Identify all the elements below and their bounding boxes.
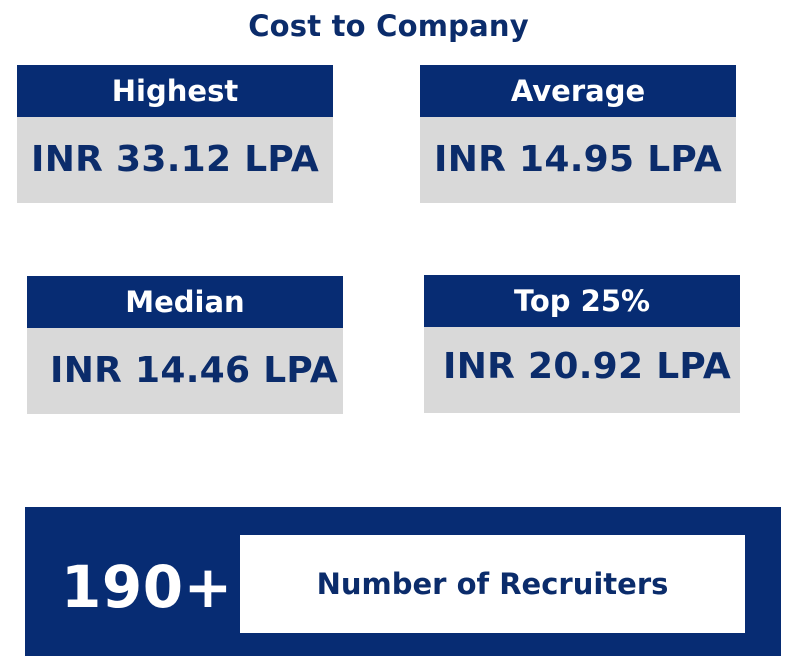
recruiters-count: 190+ bbox=[61, 553, 233, 621]
card-label: Top 25% bbox=[424, 275, 740, 327]
card-value: INR 14.95 LPA bbox=[420, 117, 736, 203]
recruiters-label: Number of Recruiters bbox=[240, 535, 745, 633]
card-value: INR 20.92 LPA bbox=[424, 327, 740, 413]
recruiters-banner: 190+ Number of Recruiters bbox=[25, 507, 781, 656]
page-title: Cost to Company bbox=[248, 9, 529, 43]
card-label: Median bbox=[27, 276, 343, 328]
highest-ctc-card: Highest INR 33.12 LPA bbox=[17, 65, 333, 203]
median-ctc-card: Median INR 14.46 LPA bbox=[27, 276, 343, 414]
card-value: INR 33.12 LPA bbox=[17, 117, 333, 203]
card-label: Highest bbox=[17, 65, 333, 117]
average-ctc-card: Average INR 14.95 LPA bbox=[420, 65, 736, 203]
card-value: INR 14.46 LPA bbox=[27, 328, 343, 414]
top-25-ctc-card: Top 25% INR 20.92 LPA bbox=[424, 275, 740, 413]
card-label: Average bbox=[420, 65, 736, 117]
